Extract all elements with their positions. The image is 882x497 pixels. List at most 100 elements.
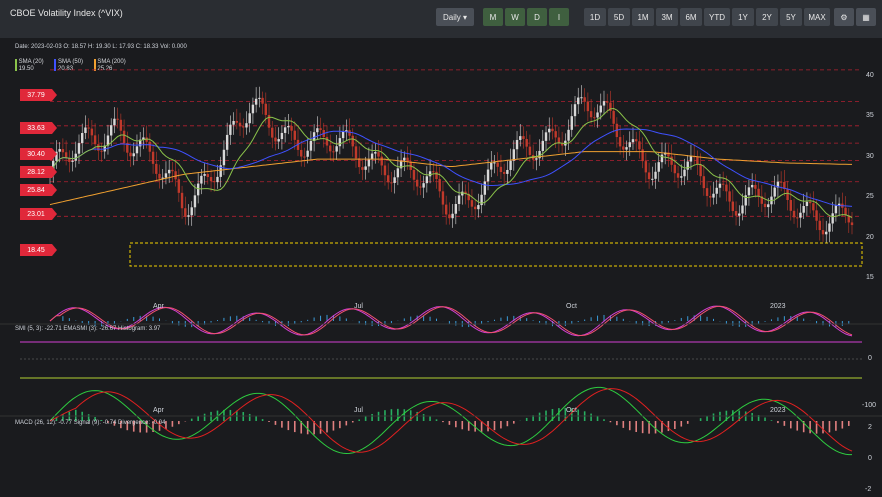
macd-hist-bar <box>190 418 193 421</box>
candle-body <box>483 181 487 195</box>
candle-body <box>528 146 532 155</box>
candle-body <box>689 156 693 162</box>
candle-body <box>258 97 261 99</box>
x-tick: Oct <box>566 303 577 310</box>
level-tag[interactable]: 28.12 <box>20 166 57 178</box>
candle-body <box>164 173 168 178</box>
candle-body <box>293 130 296 140</box>
candle-body <box>779 181 783 183</box>
macd-hist-bar <box>139 421 141 433</box>
candle-body <box>464 191 467 194</box>
candle-body <box>451 213 454 219</box>
macd-hist-bar <box>532 415 534 421</box>
range-6m[interactable]: 6M <box>680 8 702 26</box>
period-marker-w[interactable]: W <box>505 8 525 26</box>
candle-body <box>557 137 561 144</box>
candle-body <box>200 175 203 184</box>
macd-hist-bar <box>158 421 161 431</box>
candle-body <box>64 152 68 159</box>
macd-hist-bar <box>100 419 103 421</box>
macd-hist-bar <box>461 421 464 430</box>
candle-body <box>783 181 786 189</box>
candle-body <box>618 137 622 147</box>
candle-body <box>519 136 522 140</box>
candle-body <box>548 128 551 133</box>
smi-tick: -100 <box>862 402 877 409</box>
period-marker-i[interactable]: I <box>549 8 569 26</box>
macd-hist-bar <box>654 421 657 434</box>
candle-body <box>106 135 110 146</box>
macd-hist-bar <box>55 417 58 421</box>
macd-hist-bar <box>699 418 702 421</box>
candle-body <box>325 137 329 146</box>
candle-body <box>425 176 429 184</box>
candle-body <box>245 123 248 128</box>
candle-body <box>660 154 664 163</box>
macd-hist-bar <box>351 421 354 423</box>
macd-hist-bar <box>513 421 515 424</box>
macd-hist-bar <box>397 408 399 421</box>
period-marker-d[interactable]: D <box>527 8 547 26</box>
range-1m[interactable]: 1M <box>632 8 654 26</box>
candle-body <box>187 215 190 217</box>
candle-body <box>812 203 815 211</box>
x-tick: Jul <box>354 407 363 414</box>
level-tag[interactable]: 23.01 <box>20 208 57 220</box>
range-2y[interactable]: 2Y <box>756 8 778 26</box>
candle-body <box>232 120 235 125</box>
smi-tick: 0 <box>868 355 872 362</box>
period-marker-m[interactable]: M <box>483 8 503 26</box>
range-ytd[interactable]: YTD <box>704 8 730 26</box>
candle-body <box>786 188 789 201</box>
sma20-swatch <box>15 59 17 71</box>
candle-body <box>126 143 129 153</box>
level-tag[interactable]: 30.40 <box>20 148 57 160</box>
macd-hist-bar <box>467 421 470 431</box>
level-tag[interactable]: 37.79 <box>20 89 57 101</box>
candle-body <box>174 171 177 180</box>
macd-hist-bar <box>248 413 251 421</box>
y-tick: 15 <box>866 274 874 281</box>
candle-body <box>589 111 593 118</box>
candle-body <box>551 128 554 132</box>
candle-body <box>161 177 164 179</box>
candle-body <box>138 139 142 147</box>
level-tag[interactable]: 25.84 <box>20 184 57 196</box>
candle-body <box>799 212 802 218</box>
macd-hist-bar <box>686 421 689 424</box>
candle-body <box>412 169 416 180</box>
candle-body <box>254 98 258 105</box>
macd-hist-bar <box>622 421 625 428</box>
candle-body <box>238 122 242 127</box>
settings-button[interactable]: ⚙ <box>834 8 854 26</box>
candle-body <box>296 139 300 150</box>
candle-body <box>329 145 332 152</box>
range-5d[interactable]: 5D <box>608 8 630 26</box>
chart-area[interactable]: Date: 2023-02-03 O: 18.57 H: 19.30 L: 17… <box>0 38 882 497</box>
macd-hist-bar <box>197 416 199 421</box>
candle-body <box>747 187 751 196</box>
level-tag[interactable]: 33.63 <box>20 122 57 134</box>
candle-body <box>644 161 648 173</box>
interval-dropdown[interactable]: Daily ▾ <box>436 8 474 26</box>
candle-body <box>486 169 490 182</box>
calculator-button[interactable]: ▦ <box>856 8 876 26</box>
range-3m[interactable]: 3M <box>656 8 678 26</box>
candle-body <box>283 127 287 133</box>
macd-hist-bar <box>500 421 502 429</box>
highlight-box <box>129 242 863 267</box>
range-1y[interactable]: 1Y <box>732 8 754 26</box>
candle-body <box>306 150 309 157</box>
level-tag[interactable]: 18.45 <box>20 244 57 256</box>
macd-hist-bar <box>577 409 580 421</box>
range-5y[interactable]: 5Y <box>780 8 802 26</box>
range-1d[interactable]: 1D <box>584 8 606 26</box>
candle-body <box>680 176 683 178</box>
range-max[interactable]: MAX <box>804 8 830 26</box>
candle-body <box>744 195 747 206</box>
macd-hist-bar <box>274 421 277 425</box>
candle-body <box>209 177 213 182</box>
candle-body <box>522 136 525 139</box>
candle-body <box>119 119 123 131</box>
candle-body <box>837 203 841 206</box>
